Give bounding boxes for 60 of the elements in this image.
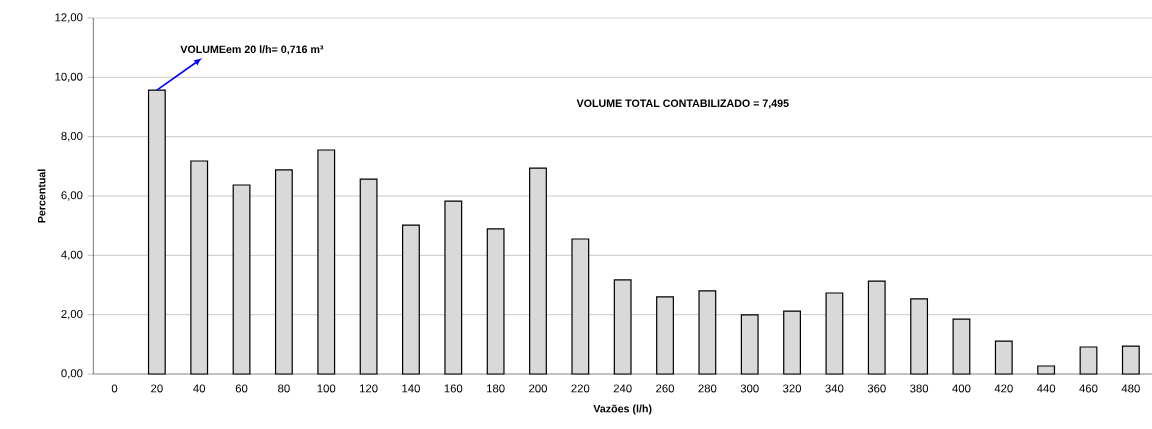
x-tick-label: 120 xyxy=(360,384,378,393)
x-tick-label: 440 xyxy=(1036,384,1056,393)
x-tick-label: 180 xyxy=(487,384,505,393)
y-tick-label: 10,00 xyxy=(55,72,83,83)
bar xyxy=(867,280,886,375)
bar xyxy=(1079,346,1098,375)
x-tick-label: 460 xyxy=(1079,384,1098,393)
bar xyxy=(656,296,674,375)
bar xyxy=(825,292,844,375)
bar xyxy=(529,167,547,375)
y-tick-label: 2,00 xyxy=(61,309,83,320)
y-tick-label: 6,00 xyxy=(61,191,83,201)
x-tick-label: 340 xyxy=(825,384,844,393)
x-tick-label: 260 xyxy=(656,384,675,393)
bar xyxy=(783,310,801,375)
x-tick-label: 480 xyxy=(1121,384,1140,393)
bar xyxy=(317,149,336,375)
x-tick-label: 400 xyxy=(952,384,971,393)
annotation: VOLUME TOTAL CONTABILIZADO = 7,495 xyxy=(576,99,789,109)
y-axis-title: Percentual xyxy=(37,169,46,223)
x-tick-label: 140 xyxy=(402,384,420,393)
annotation: VOLUMEem 20 l/h= 0,716 m³ xyxy=(180,45,324,55)
bar xyxy=(910,298,929,375)
bar xyxy=(444,200,463,375)
bar xyxy=(1121,345,1140,375)
bar xyxy=(994,340,1013,375)
x-tick-label: 320 xyxy=(783,384,802,393)
bar xyxy=(740,314,759,375)
y-tick-label: 4,00 xyxy=(61,250,83,261)
bar xyxy=(952,318,971,375)
bar xyxy=(486,228,505,375)
x-tick-label: 20 xyxy=(151,384,163,393)
y-tick-label: 8,00 xyxy=(61,131,83,142)
bar xyxy=(613,279,632,375)
bar xyxy=(232,184,251,375)
x-tick-label: 40 xyxy=(193,384,206,393)
x-tick-label: 380 xyxy=(910,384,929,393)
y-tick-label: 0,00 xyxy=(61,369,83,379)
x-tick-label: 420 xyxy=(994,384,1013,393)
bar xyxy=(274,169,293,375)
x-tick-label: 300 xyxy=(740,384,759,393)
x-tick-label: 220 xyxy=(571,384,590,393)
x-tick-label: 360 xyxy=(867,384,886,393)
x-tick-label: 80 xyxy=(278,384,290,393)
bar xyxy=(359,178,378,375)
x-axis-title: Vazões (l/h) xyxy=(593,404,652,415)
x-tick-label: 0 xyxy=(111,384,118,393)
x-tick-label: 280 xyxy=(698,384,717,393)
bar xyxy=(1037,365,1056,375)
x-tick-label: 60 xyxy=(235,384,248,393)
bar xyxy=(402,224,420,375)
x-tick-label: 240 xyxy=(613,384,632,393)
y-tick-label: 12,00 xyxy=(55,13,83,23)
bar xyxy=(698,290,717,375)
x-tick-label: 100 xyxy=(317,384,336,393)
bar xyxy=(147,89,166,375)
x-tick-label: 160 xyxy=(444,384,463,393)
bar xyxy=(190,160,209,375)
bar xyxy=(571,238,590,375)
x-tick-label: 200 xyxy=(529,384,547,393)
